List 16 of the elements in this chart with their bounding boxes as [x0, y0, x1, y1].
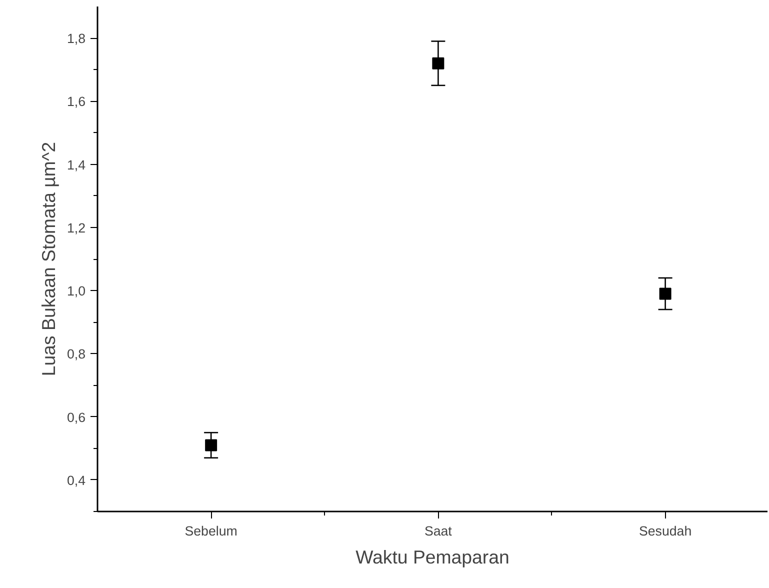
y-tick-label: 1,2	[66, 220, 86, 236]
y-tick-label: 0,8	[66, 346, 86, 362]
x-axis-title: Waktu Pemaparan	[356, 546, 510, 568]
point	[659, 288, 672, 300]
y-tick-label: 1,8	[66, 31, 86, 46]
y-tick-label: 1,0	[66, 284, 86, 299]
point	[205, 439, 218, 452]
y-tick-label: 1,6	[66, 94, 86, 110]
y-tick-label: 1,4	[66, 157, 86, 172]
x-tick-label: Saat	[424, 524, 452, 538]
y-tick-label: 0,6	[66, 410, 86, 425]
x-tick-label: Sesudah	[638, 524, 692, 538]
x-tick-label: Sebelum	[184, 524, 238, 538]
y-tick-label: 0,4	[66, 472, 86, 488]
y-axis-title: Luas Bukaan Stomata µm^2	[38, 142, 59, 376]
point	[432, 57, 444, 70]
